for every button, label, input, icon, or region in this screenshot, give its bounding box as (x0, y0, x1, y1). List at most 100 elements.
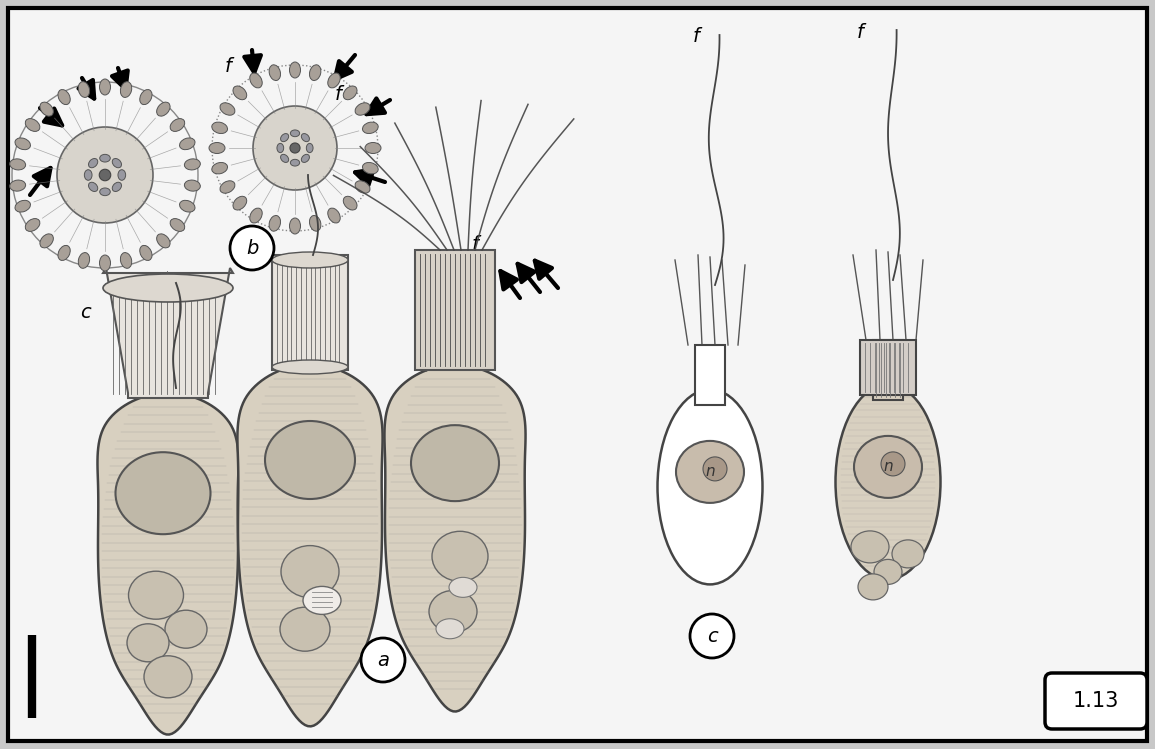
Ellipse shape (140, 246, 152, 261)
Ellipse shape (185, 159, 200, 170)
Ellipse shape (301, 154, 310, 163)
Ellipse shape (874, 560, 902, 584)
Ellipse shape (411, 425, 499, 501)
Ellipse shape (328, 208, 341, 223)
Ellipse shape (157, 102, 170, 116)
Ellipse shape (365, 142, 381, 154)
Ellipse shape (127, 624, 169, 662)
Ellipse shape (9, 180, 25, 191)
FancyBboxPatch shape (8, 8, 1147, 741)
Ellipse shape (290, 130, 299, 136)
Ellipse shape (209, 142, 225, 154)
Text: c: c (80, 303, 91, 322)
Circle shape (230, 226, 274, 270)
Ellipse shape (120, 82, 132, 97)
Ellipse shape (281, 545, 340, 598)
Polygon shape (97, 393, 239, 735)
Ellipse shape (363, 122, 378, 133)
Ellipse shape (219, 103, 234, 115)
Ellipse shape (249, 73, 262, 88)
Ellipse shape (99, 79, 111, 95)
Ellipse shape (290, 62, 300, 78)
Ellipse shape (355, 181, 370, 193)
Ellipse shape (310, 65, 321, 80)
Circle shape (99, 169, 111, 181)
Text: f: f (857, 23, 864, 42)
Text: n: n (884, 459, 893, 474)
Ellipse shape (328, 73, 341, 88)
FancyBboxPatch shape (1045, 673, 1147, 729)
Ellipse shape (303, 586, 341, 614)
Ellipse shape (99, 154, 110, 162)
Ellipse shape (290, 160, 299, 166)
Polygon shape (238, 365, 382, 727)
Circle shape (690, 614, 733, 658)
Ellipse shape (343, 196, 357, 210)
Ellipse shape (120, 252, 132, 268)
Ellipse shape (116, 452, 210, 534)
Circle shape (881, 452, 906, 476)
Polygon shape (860, 340, 916, 395)
Text: 1.13: 1.13 (1073, 691, 1119, 711)
Ellipse shape (429, 590, 477, 632)
Ellipse shape (9, 159, 25, 170)
Ellipse shape (233, 86, 247, 100)
Ellipse shape (306, 143, 313, 153)
Ellipse shape (280, 607, 330, 651)
Polygon shape (695, 345, 725, 405)
Ellipse shape (219, 181, 234, 193)
Ellipse shape (277, 143, 284, 153)
Ellipse shape (103, 274, 233, 302)
Ellipse shape (211, 163, 228, 174)
Ellipse shape (25, 219, 40, 231)
Ellipse shape (140, 90, 152, 105)
Text: b: b (246, 238, 259, 258)
Ellipse shape (79, 252, 90, 268)
Text: c: c (707, 626, 717, 646)
Ellipse shape (449, 577, 477, 598)
Ellipse shape (310, 216, 321, 231)
Ellipse shape (432, 531, 489, 581)
Ellipse shape (264, 421, 355, 499)
Text: f: f (335, 85, 342, 104)
Circle shape (362, 638, 405, 682)
Ellipse shape (79, 82, 90, 97)
Ellipse shape (112, 159, 121, 168)
Ellipse shape (15, 200, 30, 212)
Ellipse shape (179, 138, 195, 150)
Polygon shape (103, 268, 233, 398)
Text: f: f (225, 57, 232, 76)
Ellipse shape (892, 540, 924, 568)
Ellipse shape (25, 118, 40, 131)
Circle shape (57, 127, 152, 223)
Text: a: a (377, 650, 389, 670)
Ellipse shape (170, 118, 185, 131)
Polygon shape (415, 250, 495, 370)
Ellipse shape (157, 234, 170, 248)
Ellipse shape (185, 180, 200, 191)
Ellipse shape (281, 133, 289, 142)
Ellipse shape (118, 170, 126, 181)
Ellipse shape (170, 219, 185, 231)
Text: n: n (706, 464, 715, 479)
Ellipse shape (58, 90, 70, 105)
Ellipse shape (851, 531, 889, 563)
Ellipse shape (179, 200, 195, 212)
Ellipse shape (40, 102, 53, 116)
Ellipse shape (233, 196, 247, 210)
Ellipse shape (355, 103, 370, 115)
Circle shape (703, 457, 726, 481)
Ellipse shape (363, 163, 378, 174)
Ellipse shape (271, 252, 348, 268)
Ellipse shape (835, 384, 940, 580)
Text: f: f (472, 235, 479, 254)
Ellipse shape (657, 389, 762, 584)
Ellipse shape (99, 188, 110, 195)
Ellipse shape (40, 234, 53, 248)
Ellipse shape (343, 86, 357, 100)
Circle shape (290, 143, 300, 153)
Ellipse shape (676, 441, 744, 503)
Ellipse shape (290, 218, 300, 234)
Polygon shape (873, 340, 903, 400)
Ellipse shape (269, 65, 281, 80)
